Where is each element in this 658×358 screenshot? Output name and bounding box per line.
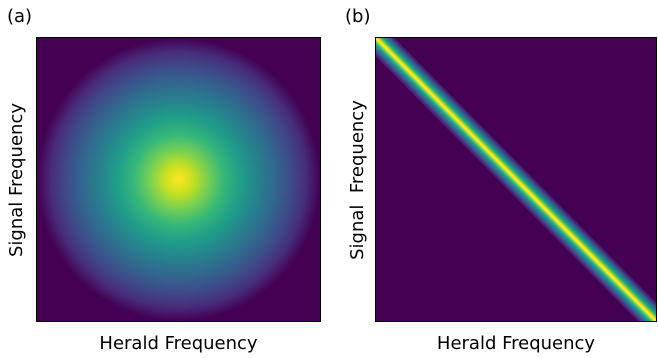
x-axis-label-a: Herald Frequency — [99, 333, 258, 354]
heatmap-b-svg — [376, 38, 656, 321]
y-axis-label-a: Signal Frequency — [6, 102, 27, 258]
heatmap-a — [36, 37, 321, 322]
anti-diagonal-stroke-9 — [376, 38, 656, 321]
panel-label-a: (a) — [7, 6, 33, 27]
x-axis-label-b: Herald Frequency — [436, 333, 596, 354]
panel-label-b: (b) — [345, 6, 371, 27]
y-axis-label-b: Signal Frequency — [347, 100, 368, 260]
heatmap-a-gaussian-spot — [37, 38, 320, 321]
heatmap-a-svg — [37, 38, 320, 321]
heatmap-b — [375, 37, 657, 322]
heatmap-b-anti-diagonal — [376, 38, 656, 321]
